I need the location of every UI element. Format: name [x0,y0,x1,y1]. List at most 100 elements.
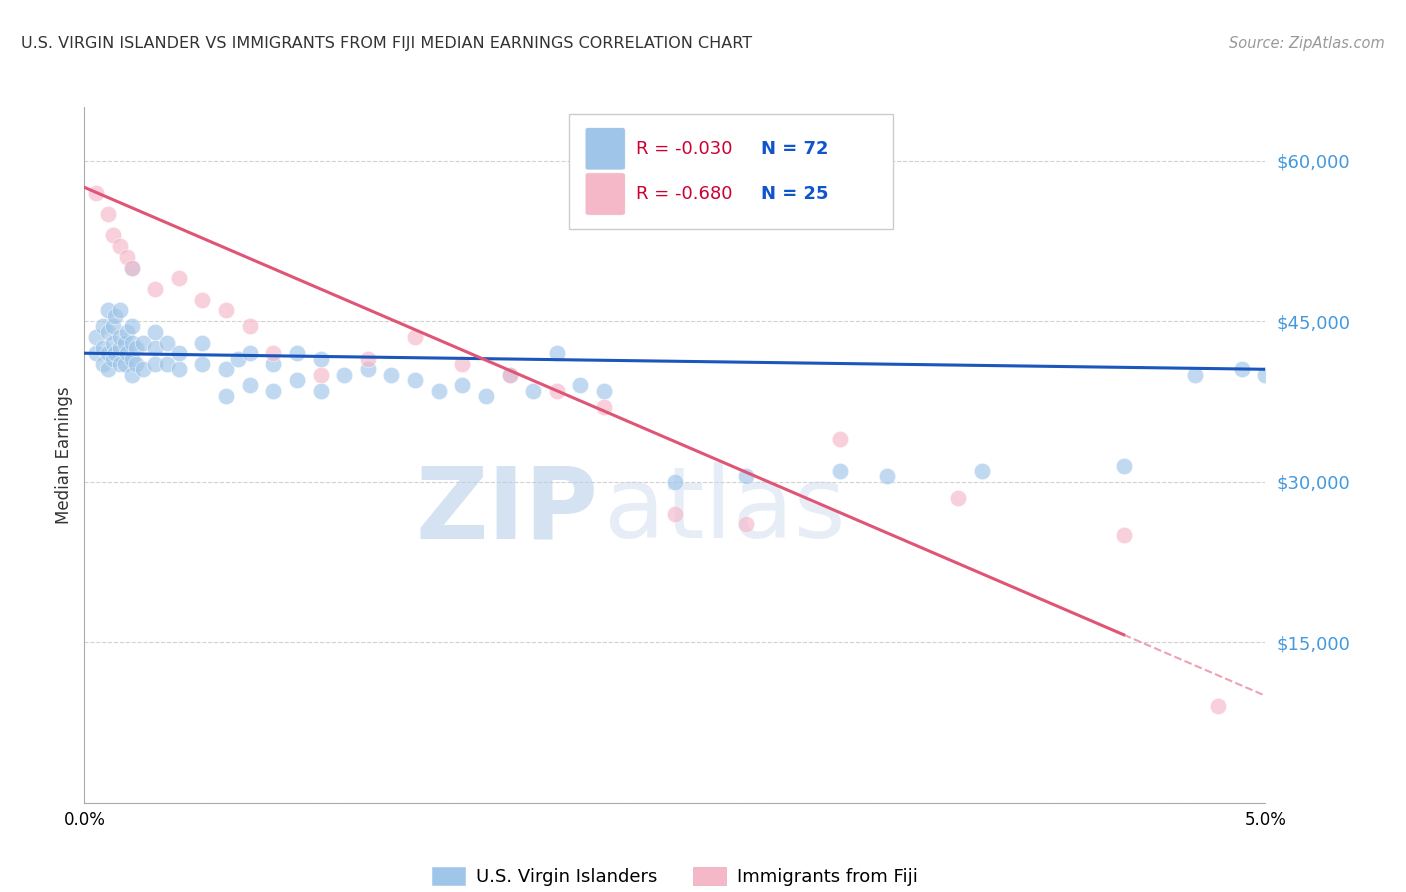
Point [108,303,131,318]
Point [1206,699,1229,714]
Point [970,464,993,478]
Point [121,260,143,275]
Point [121,260,143,275]
Text: U.S. VIRGIN ISLANDER VS IMMIGRANTS FROM FIJI MEDIAN EARNINGS CORRELATION CHART: U.S. VIRGIN ISLANDER VS IMMIGRANTS FROM … [21,36,752,51]
FancyBboxPatch shape [585,128,626,170]
Point [97,362,120,376]
FancyBboxPatch shape [568,114,893,229]
Point [357,351,380,366]
Point [132,362,155,376]
Text: N = 25: N = 25 [761,185,828,203]
Point [91,319,114,334]
Point [114,357,136,371]
Point [108,239,131,253]
Point [404,330,426,344]
Point [91,341,114,355]
Point [309,368,332,382]
Point [451,378,474,392]
Point [104,309,127,323]
Point [309,351,332,366]
Point [239,346,262,360]
Point [84,186,107,200]
Point [101,319,124,334]
Point [125,341,148,355]
Point [451,357,474,371]
Point [191,357,214,371]
Point [121,351,143,366]
Point [1254,368,1277,382]
Point [97,207,120,221]
Point [546,346,568,360]
Legend: U.S. Virgin Islanders, Immigrants from Fiji: U.S. Virgin Islanders, Immigrants from F… [433,868,917,887]
Point [156,335,179,350]
Point [115,325,138,339]
Point [498,368,520,382]
Point [101,351,124,366]
Point [97,325,120,339]
Point [498,368,520,382]
FancyBboxPatch shape [585,173,626,215]
Point [427,384,450,398]
Point [97,303,120,318]
Point [115,346,138,360]
Point [91,357,114,371]
Point [125,357,148,371]
Text: ZIP: ZIP [415,462,598,559]
Point [475,389,498,403]
Point [262,346,284,360]
Text: Source: ZipAtlas.com: Source: ZipAtlas.com [1229,36,1385,51]
Point [262,357,284,371]
Point [569,378,592,392]
Point [593,400,616,414]
Point [104,346,127,360]
Point [357,362,380,376]
Point [108,330,131,344]
Point [285,373,308,387]
Point [404,373,426,387]
Point [522,384,544,398]
Point [215,303,238,318]
Point [132,335,155,350]
Point [108,357,131,371]
Point [309,384,332,398]
Point [143,282,166,296]
Point [664,507,686,521]
Point [191,335,214,350]
Point [215,389,238,403]
Point [876,469,898,483]
Text: atlas: atlas [605,462,845,559]
Text: R = -0.680: R = -0.680 [636,185,733,203]
Point [167,271,190,285]
Point [262,384,284,398]
Point [1230,362,1253,376]
Point [121,335,143,350]
Point [215,362,238,376]
Point [143,341,166,355]
Point [285,346,308,360]
Point [226,351,249,366]
Point [191,293,214,307]
Point [114,335,136,350]
Point [1112,458,1135,473]
Point [333,368,356,382]
Text: R = -0.030: R = -0.030 [636,140,733,158]
Y-axis label: Median Earnings: Median Earnings [55,386,73,524]
Point [546,384,568,398]
Point [948,491,970,505]
Point [121,368,143,382]
Point [108,341,131,355]
Point [734,469,756,483]
Point [101,335,124,350]
Point [1112,528,1135,542]
Point [1184,368,1206,382]
Point [167,346,190,360]
Point [115,250,138,264]
Point [734,517,756,532]
Point [84,346,107,360]
Point [593,384,616,398]
Point [830,464,852,478]
Point [156,357,179,371]
Point [239,378,262,392]
Point [664,475,686,489]
Point [84,330,107,344]
